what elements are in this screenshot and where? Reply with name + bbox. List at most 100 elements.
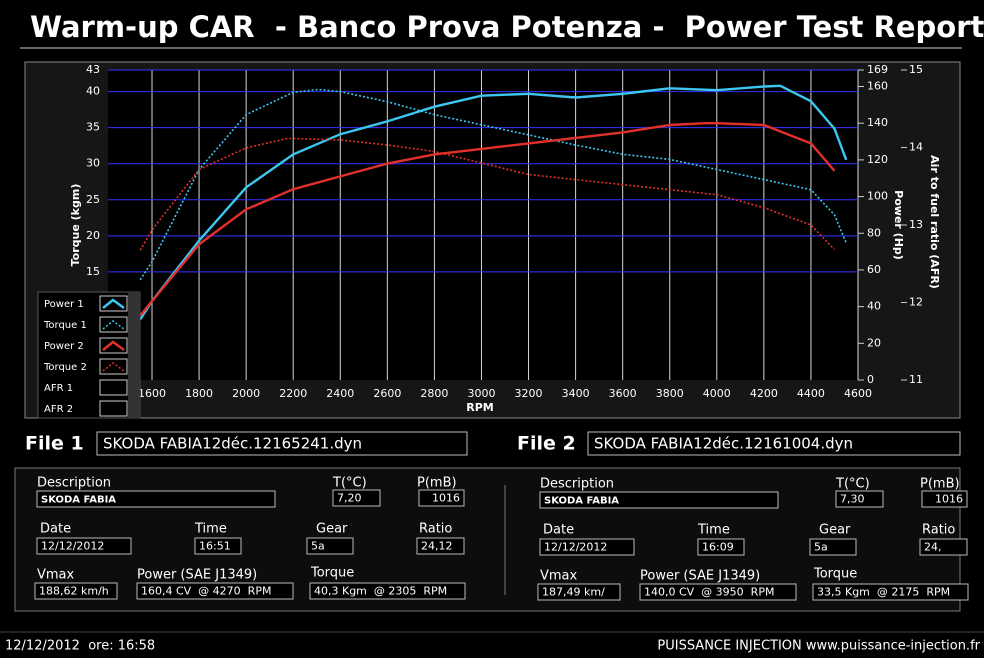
field-box [36,537,132,555]
field-value: 40,3 Kgm @ 2305 RPM [314,585,447,598]
y2-tick-label: 20 [867,336,881,349]
field-label: T(°C) [332,476,367,491]
field-value: 7,30 [840,493,865,506]
field-value: SKODA FABIA [41,495,116,506]
field-label: Vmax [540,569,578,584]
x-tick-label: 2600 [373,387,401,400]
y-tick-label: 20 [86,229,100,242]
file-name-box [587,431,961,456]
field-value: 1016 [935,493,963,506]
x-tick-label: 4600 [844,387,872,400]
legend-label: Power 2 [44,341,84,352]
y2-tick-label: 140 [867,116,888,129]
field-label: Description [37,476,111,491]
series-line [139,84,848,321]
series-line [139,88,847,281]
field-value: 16:09 [702,541,734,554]
field-label: Gear [819,523,851,538]
field-box [306,537,354,555]
field-value: 5a [814,541,828,554]
field-value: 24, [924,541,942,554]
y3-axis-label: Air to fuel ratio (AFR) [928,155,941,289]
field-box [416,537,465,555]
x-tick-label: 2400 [326,387,354,400]
file-label: File 2 [517,433,576,455]
field-label: Vmax [37,568,75,583]
field-box [34,582,118,600]
field-value: 7,20 [337,492,362,505]
y-tick-label: 25 [86,193,100,206]
field-value: 33,5 Kgm @ 2175 RPM [817,586,950,599]
x-tick-label: 1800 [185,387,213,400]
legend-swatch [99,295,128,312]
series-line [139,137,836,251]
footer-date: 12/12/2012 ore: 16:58 [5,639,155,654]
x-tick-label: 4000 [703,387,731,400]
field-box [332,489,381,507]
y-tick-label: 15 [86,265,100,278]
x-tick-label: 2800 [420,387,448,400]
y2-tick-label: 160 [867,80,888,93]
y2-tick-label: 80 [867,226,881,239]
y3-tick-label: 14 [909,141,923,154]
y2-tick-label: 100 [867,190,888,203]
legend-line [102,340,125,352]
x-tick-label: 3600 [609,387,637,400]
x-tick-label: 4400 [797,387,825,400]
field-value: 187,49 km/ [542,586,605,599]
x-tick-label: 2000 [232,387,260,400]
field-label: Torque [813,567,857,582]
legend-label: AFR 1 [44,383,73,394]
y2-tick-label: 120 [867,153,888,166]
field-value: 188,62 km/h [39,585,109,598]
field-label: Power (SAE J1349) [640,569,760,584]
y2-tick-label: 0 [867,373,874,386]
field-box [835,490,884,508]
y2-axis-label: Power (Hp) [892,190,905,260]
field-box [36,490,276,508]
x-tick-label: 3800 [656,387,684,400]
y2-tick-label: 169 [867,63,888,76]
series-line [139,122,836,317]
field-label: Power (SAE J1349) [137,568,257,583]
field-value: 1016 [432,492,460,505]
field-label: Time [194,522,227,537]
legend-label: AFR 2 [44,404,73,415]
field-value: 12/12/2012 [41,540,104,553]
plot-area [108,70,858,380]
field-box [639,583,797,601]
y-tick-label: 43 [86,63,100,76]
field-box [136,582,294,600]
legend-line [102,298,125,310]
y3-tick-label: 11 [909,373,923,386]
field-box [809,538,857,556]
x-tick-label: 3200 [515,387,543,400]
legend-label: Torque 2 [43,362,87,373]
y3-tick-label: 15 [909,63,923,76]
legend-label: Power 1 [44,299,84,310]
field-label: Ratio [922,523,955,538]
field-label: Description [540,477,614,492]
x-tick-label: 4200 [750,387,778,400]
legend-swatch [99,337,128,354]
field-label: P(mB) [417,476,457,491]
legend-swatch [99,379,128,396]
field-value: 5a [311,540,325,553]
field-box [697,538,745,556]
field-value: 16:51 [199,540,231,553]
field-label: Date [40,522,71,537]
legend-swatch [99,400,128,417]
x-tick-label: 3400 [562,387,590,400]
field-box [919,538,968,556]
file-name: SKODA FABIA12déc.12165241.dyn [103,435,362,453]
legend-label: Torque 1 [43,320,87,331]
file-name: SKODA FABIA12déc.12161004.dyn [594,435,853,453]
y-tick-label: 35 [86,121,100,134]
field-value: SKODA FABIA [544,496,619,507]
field-label: Date [543,523,574,538]
y2-tick-label: 60 [867,263,881,276]
field-box [539,538,635,556]
field-box [418,489,465,507]
field-label: P(mB) [920,477,960,492]
